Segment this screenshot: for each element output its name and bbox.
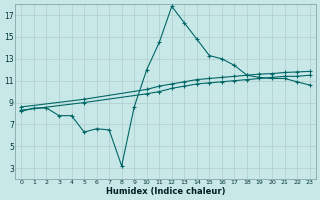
X-axis label: Humidex (Indice chaleur): Humidex (Indice chaleur): [106, 187, 225, 196]
